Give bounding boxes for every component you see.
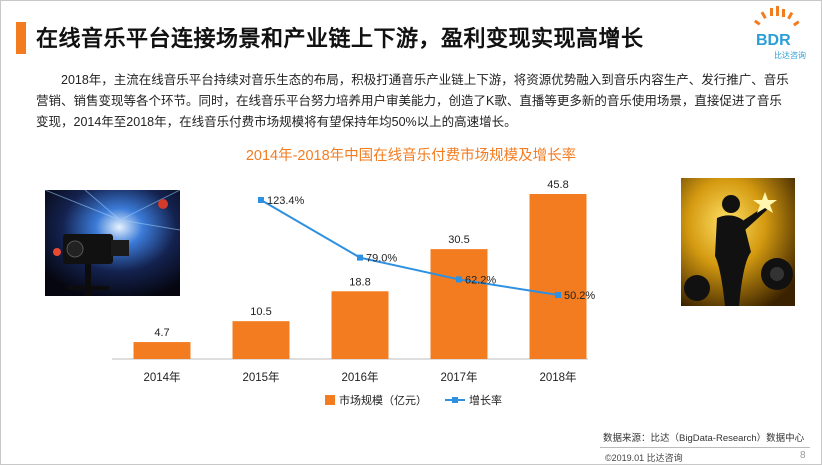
growth-point-5 — [555, 292, 561, 298]
growth-value-label-5: 50.2% — [564, 290, 595, 302]
bar-value-label-4: 30.5 — [448, 234, 469, 246]
slide-title: 在线音乐平台连接场景和产业链上下游，盈利变现实现高增长 — [36, 26, 644, 51]
data-source-note: 数据来源：比达（BigData-Research）数据中心 — [603, 433, 805, 444]
legend-line-label: 增长率 — [469, 393, 502, 407]
bdr-logo-icon — [753, 6, 800, 27]
bar-2 — [232, 321, 290, 359]
growth-point-2 — [258, 197, 264, 203]
growth-line-series — [258, 197, 561, 298]
bar-4 — [430, 249, 488, 359]
intro-paragraph: 2018年，主流在线音乐平台持续对音乐生态的布局，积极打通音乐产业链上下游，将资… — [36, 73, 789, 129]
x-tick-label-3: 2016年 — [341, 370, 378, 384]
bar-1 — [133, 342, 191, 359]
logo-text: BDR — [756, 32, 791, 49]
bar-value-label-5: 45.8 — [547, 179, 568, 191]
chart-legend: 市场规模（亿元） 增长率 — [325, 393, 502, 407]
growth-line — [260, 199, 559, 296]
bar-value-labels: 4.7 10.5 18.8 30.5 45.8 — [154, 179, 568, 339]
logo-subtext: 比达咨询 — [774, 51, 806, 60]
x-tick-label-2: 2015年 — [242, 370, 279, 384]
x-tick-label-5: 2018年 — [539, 370, 576, 384]
bar-series — [133, 194, 587, 359]
growth-value-label-2: 123.4% — [267, 195, 305, 207]
page-number: 8 — [800, 450, 806, 461]
legend-bar-swatch — [325, 395, 335, 405]
bar-3 — [331, 291, 389, 359]
legend-line-marker — [452, 397, 458, 403]
legend-bar-label: 市场规模（亿元） — [339, 393, 427, 407]
singer-silhouette-image — [681, 178, 795, 306]
copyright-text: ©2019.01 比达咨询 — [605, 453, 683, 463]
stage-camera-image — [45, 190, 180, 296]
x-tick-label-1: 2014年 — [143, 370, 180, 384]
growth-value-label-3: 79.0% — [366, 253, 397, 265]
bar-value-label-1: 4.7 — [154, 327, 169, 339]
growth-value-label-4: 62.2% — [465, 274, 496, 286]
bar-value-label-2: 10.5 — [250, 306, 271, 318]
growth-value-labels: 123.4% 79.0% 62.2% 50.2% — [267, 195, 595, 302]
growth-point-4 — [456, 276, 462, 283]
chart-title: 2014年-2018年中国在线音乐付费市场规模及增长率 — [245, 148, 577, 164]
x-tick-labels: 2014年 2015年 2016年 2017年 2018年 — [143, 370, 576, 384]
bar-5 — [529, 194, 587, 359]
x-tick-label-4: 2017年 — [440, 370, 477, 384]
title-accent-bar — [16, 22, 26, 54]
footer-divider — [600, 447, 810, 448]
growth-point-3 — [357, 254, 363, 261]
bar-value-label-3: 18.8 — [349, 276, 370, 288]
